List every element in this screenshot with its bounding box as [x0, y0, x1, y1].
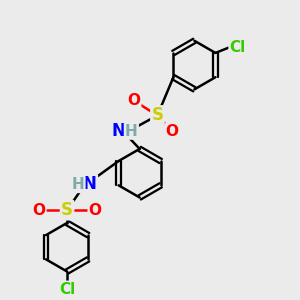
Text: O: O — [166, 124, 179, 139]
Text: H: H — [125, 124, 138, 139]
Text: O: O — [127, 93, 140, 108]
Text: N: N — [83, 176, 97, 194]
Text: S: S — [61, 201, 73, 219]
Text: S: S — [152, 106, 164, 124]
Text: H: H — [72, 177, 84, 192]
Text: Cl: Cl — [59, 282, 75, 297]
Text: Cl: Cl — [230, 40, 246, 55]
Text: O: O — [32, 203, 45, 218]
Text: O: O — [89, 203, 102, 218]
Text: N: N — [111, 122, 125, 140]
